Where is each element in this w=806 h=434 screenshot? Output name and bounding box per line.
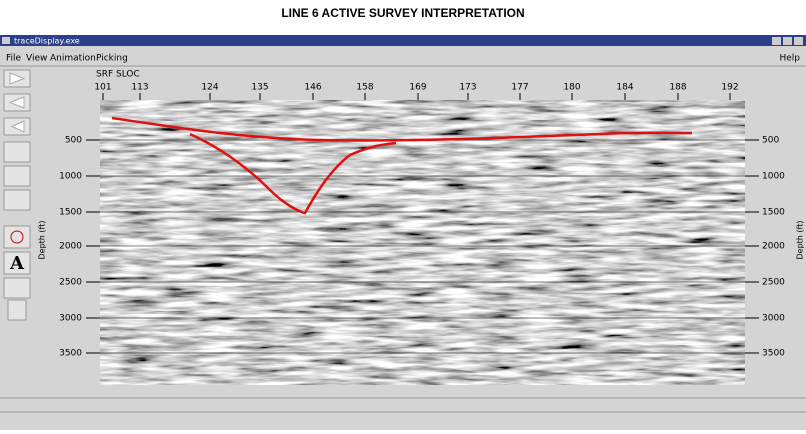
top-tick-label: 192 xyxy=(721,83,738,93)
right-axis-panel xyxy=(745,100,806,385)
text-tool: A xyxy=(9,253,25,274)
play-icon xyxy=(9,72,26,85)
window-title: traceDisplay.exe xyxy=(14,37,80,46)
right-depth-label: 2500 xyxy=(762,278,785,288)
right-depth-label: 3000 xyxy=(762,314,785,324)
close-button[interactable] xyxy=(794,37,803,45)
interpreted-channel xyxy=(189,132,397,215)
left-depth-label: 500 xyxy=(65,136,82,146)
top-tick-label: 177 xyxy=(511,83,528,93)
top-tick-label: 124 xyxy=(201,83,218,93)
minimize-button[interactable] xyxy=(772,37,781,45)
menu-item[interactable]: View xyxy=(26,54,47,64)
right-depth-label: 500 xyxy=(762,136,779,146)
top-axis-label: SRF SLOC xyxy=(96,70,140,80)
toolbar xyxy=(3,69,31,321)
tool-button[interactable] xyxy=(3,189,31,211)
left-depth-label: 3000 xyxy=(59,314,82,324)
top-tick-label: 135 xyxy=(251,83,268,93)
back-icon xyxy=(8,96,25,109)
top-tick-label: 113 xyxy=(131,83,148,93)
left-depth-label: 3500 xyxy=(59,349,82,359)
maximize-button[interactable] xyxy=(783,37,792,45)
right-depth-label: 3500 xyxy=(762,349,785,359)
left-depth-label: 2000 xyxy=(59,242,82,252)
interpreted-horizon xyxy=(111,116,693,142)
top-tick-label: 169 xyxy=(409,83,426,93)
status-area xyxy=(0,385,806,430)
left-axis-panel xyxy=(35,100,100,385)
seismic-image xyxy=(100,100,745,385)
window-menu-button[interactable] xyxy=(2,37,10,44)
right-axis-label: Depth (ft) xyxy=(796,221,805,260)
tool-button[interactable] xyxy=(3,225,31,249)
left-axis-label: Depth (ft) xyxy=(38,221,47,260)
right-depth-label: 1000 xyxy=(762,172,785,182)
menu-item[interactable]: File xyxy=(6,54,22,64)
menu-item[interactable]: Animation xyxy=(50,54,96,64)
right-depth-label: 1500 xyxy=(762,208,785,218)
left-depth-label: 1500 xyxy=(59,208,82,218)
title-bar xyxy=(0,35,806,46)
tool-button[interactable] xyxy=(3,165,31,187)
tool-button[interactable] xyxy=(3,141,31,163)
rewind-icon xyxy=(10,120,25,133)
top-tick-label: 101 xyxy=(94,83,111,93)
right-depth-label: 2000 xyxy=(762,242,785,252)
tool-button[interactable] xyxy=(7,299,27,321)
top-tick-label: 188 xyxy=(669,83,686,93)
tool-button[interactable] xyxy=(3,277,31,299)
menu-item[interactable]: Picking xyxy=(96,54,128,64)
target-icon xyxy=(10,230,24,244)
top-tick-label: 146 xyxy=(304,83,321,93)
left-depth-label: 2500 xyxy=(59,278,82,288)
top-tick-label: 173 xyxy=(459,83,476,93)
top-tick-label: 180 xyxy=(563,83,580,93)
menu-help[interactable]: Help xyxy=(779,54,800,64)
top-tick-label: 158 xyxy=(356,83,373,93)
top-tick-label: 184 xyxy=(616,83,633,93)
left-depth-label: 1000 xyxy=(59,172,82,182)
tool-button[interactable] xyxy=(3,251,31,275)
page-title: LINE 6 ACTIVE SURVEY INTERPRETATION xyxy=(281,6,524,20)
